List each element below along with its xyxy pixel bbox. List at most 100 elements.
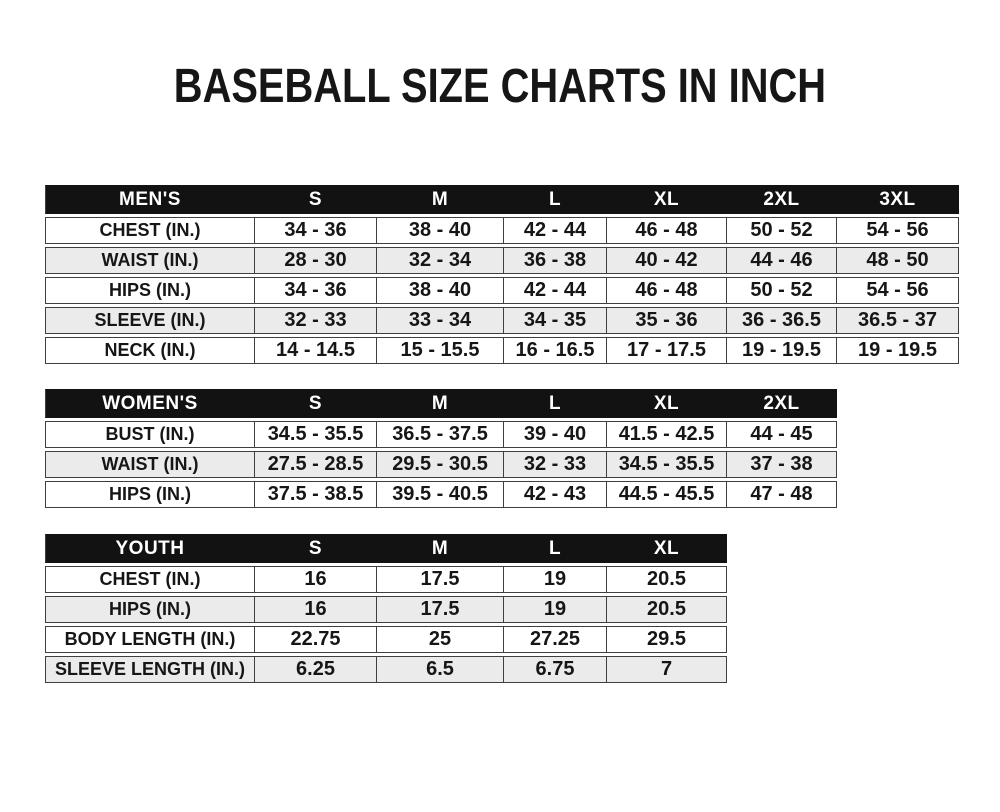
value-cell: 28 - 30 [255, 247, 377, 274]
value-cell: 17.5 [377, 596, 504, 623]
row-label-cell: HIPS (IN.) [45, 277, 255, 304]
value-cell: 44.5 - 45.5 [607, 481, 727, 508]
value-cell: 36.5 - 37.5 [377, 421, 504, 448]
column-header-1: S [255, 534, 377, 563]
value-cell: 37 - 38 [727, 451, 837, 478]
value-cell: 17 - 17.5 [607, 337, 727, 364]
column-header-3: L [504, 534, 607, 563]
row-label-cell: NECK (IN.) [45, 337, 255, 364]
value-cell: 42 - 44 [504, 277, 607, 304]
row-label-cell: SLEEVE (IN.) [45, 307, 255, 334]
value-cell: 50 - 52 [727, 217, 837, 244]
value-cell: 16 - 16.5 [504, 337, 607, 364]
value-cell: 19 - 19.5 [727, 337, 837, 364]
column-header-5: 2XL [727, 389, 837, 418]
womens-table-title: WOMEN'S [45, 389, 255, 418]
column-header-4: XL [607, 389, 727, 418]
value-cell: 50 - 52 [727, 277, 837, 304]
value-cell: 16 [255, 566, 377, 593]
value-cell: 16 [255, 596, 377, 623]
row-label-cell: CHEST (IN.) [45, 566, 255, 593]
value-cell: 27.25 [504, 626, 607, 653]
page-title: BASEBALL SIZE CHARTS IN INCH [0, 60, 1000, 114]
value-cell: 34 - 35 [504, 307, 607, 334]
value-cell: 34.5 - 35.5 [255, 421, 377, 448]
row-label-cell: SLEEVE LENGTH (IN.) [45, 656, 255, 683]
value-cell: 20.5 [607, 566, 727, 593]
value-cell: 34 - 36 [255, 217, 377, 244]
value-cell: 19 - 19.5 [837, 337, 959, 364]
value-cell: 32 - 33 [504, 451, 607, 478]
column-header-2: M [377, 534, 504, 563]
youth-header-row: YOUTH S M L XL [45, 534, 727, 563]
value-cell: 34 - 36 [255, 277, 377, 304]
size-chart-page: BASEBALL SIZE CHARTS IN INCH MEN'S S M L XL 2… [0, 60, 1000, 812]
row-label-cell: CHEST (IN.) [45, 217, 255, 244]
value-cell: 34.5 - 35.5 [607, 451, 727, 478]
row-label-cell: WAIST (IN.) [45, 451, 255, 478]
value-cell: 7 [607, 656, 727, 683]
value-cell: 46 - 48 [607, 277, 727, 304]
value-cell: 27.5 - 28.5 [255, 451, 377, 478]
row-label-cell: HIPS (IN.) [45, 481, 255, 508]
youth-table-title: YOUTH [45, 534, 255, 563]
value-cell: 41.5 - 42.5 [607, 421, 727, 448]
mens-table-title: MEN'S [45, 185, 255, 214]
value-cell: 54 - 56 [837, 217, 959, 244]
value-cell: 38 - 40 [377, 217, 504, 244]
value-cell: 14 - 14.5 [255, 337, 377, 364]
value-cell: 37.5 - 38.5 [255, 481, 377, 508]
column-header-5: 2XL [727, 185, 837, 214]
value-cell: 54 - 56 [837, 277, 959, 304]
mens-row-2: HIPS (IN.) 34 - 36 38 - 40 42 - 44 46 - 48 50… [45, 277, 959, 304]
value-cell: 35 - 36 [607, 307, 727, 334]
youth-size-table: YOUTH S M L XL CHEST (IN.) 16 17.5 19 20.5 HIPS (I… [45, 531, 727, 686]
value-cell: 19 [504, 596, 607, 623]
column-header-1: S [255, 389, 377, 418]
womens-row-0: BUST (IN.) 34.5 - 35.5 36.5 - 37.5 39 - 40 4… [45, 421, 837, 448]
mens-row-3: SLEEVE (IN.) 32 - 33 33 - 34 34 - 35 35 - 36… [45, 307, 959, 334]
row-label-cell: WAIST (IN.) [45, 247, 255, 274]
value-cell: 6.75 [504, 656, 607, 683]
mens-row-4: NECK (IN.) 14 - 14.5 15 - 15.5 16 - 16.5 17 … [45, 337, 959, 364]
value-cell: 39.5 - 40.5 [377, 481, 504, 508]
womens-row-2: HIPS (IN.) 37.5 - 38.5 39.5 - 40.5 42 - 43 4… [45, 481, 837, 508]
value-cell: 29.5 [607, 626, 727, 653]
value-cell: 33 - 34 [377, 307, 504, 334]
value-cell: 44 - 45 [727, 421, 837, 448]
youth-row-1: HIPS (IN.) 16 17.5 19 20.5 [45, 596, 727, 623]
value-cell: 47 - 48 [727, 481, 837, 508]
value-cell: 25 [377, 626, 504, 653]
column-header-1: S [255, 185, 377, 214]
value-cell: 29.5 - 30.5 [377, 451, 504, 478]
value-cell: 36.5 - 37 [837, 307, 959, 334]
column-header-6: 3XL [837, 185, 959, 214]
page-title-text: BASEBALL SIZE CHARTS IN INCH [173, 60, 827, 113]
value-cell: 15 - 15.5 [377, 337, 504, 364]
value-cell: 46 - 48 [607, 217, 727, 244]
row-label-cell: BODY LENGTH (IN.) [45, 626, 255, 653]
value-cell: 44 - 46 [727, 247, 837, 274]
value-cell: 38 - 40 [377, 277, 504, 304]
youth-row-2: BODY LENGTH (IN.) 22.75 25 27.25 29.5 [45, 626, 727, 653]
row-label-cell: HIPS (IN.) [45, 596, 255, 623]
value-cell: 39 - 40 [504, 421, 607, 448]
value-cell: 32 - 33 [255, 307, 377, 334]
column-header-3: L [504, 185, 607, 214]
column-header-4: XL [607, 534, 727, 563]
column-header-2: M [377, 389, 504, 418]
mens-row-0: CHEST (IN.) 34 - 36 38 - 40 42 - 44 46 - 48 5… [45, 217, 959, 244]
value-cell: 36 - 36.5 [727, 307, 837, 334]
value-cell: 42 - 43 [504, 481, 607, 508]
value-cell: 32 - 34 [377, 247, 504, 274]
value-cell: 48 - 50 [837, 247, 959, 274]
value-cell: 22.75 [255, 626, 377, 653]
value-cell: 40 - 42 [607, 247, 727, 274]
womens-size-table: WOMEN'S S M L XL 2XL BUST (IN.) 34.5 - 35.5 36.5… [45, 386, 837, 511]
womens-header-row: WOMEN'S S M L XL 2XL [45, 389, 837, 418]
value-cell: 17.5 [377, 566, 504, 593]
value-cell: 6.25 [255, 656, 377, 683]
mens-row-1: WAIST (IN.) 28 - 30 32 - 34 36 - 38 40 - 42 4… [45, 247, 959, 274]
column-header-2: M [377, 185, 504, 214]
mens-header-row: MEN'S S M L XL 2XL 3XL [45, 185, 959, 214]
